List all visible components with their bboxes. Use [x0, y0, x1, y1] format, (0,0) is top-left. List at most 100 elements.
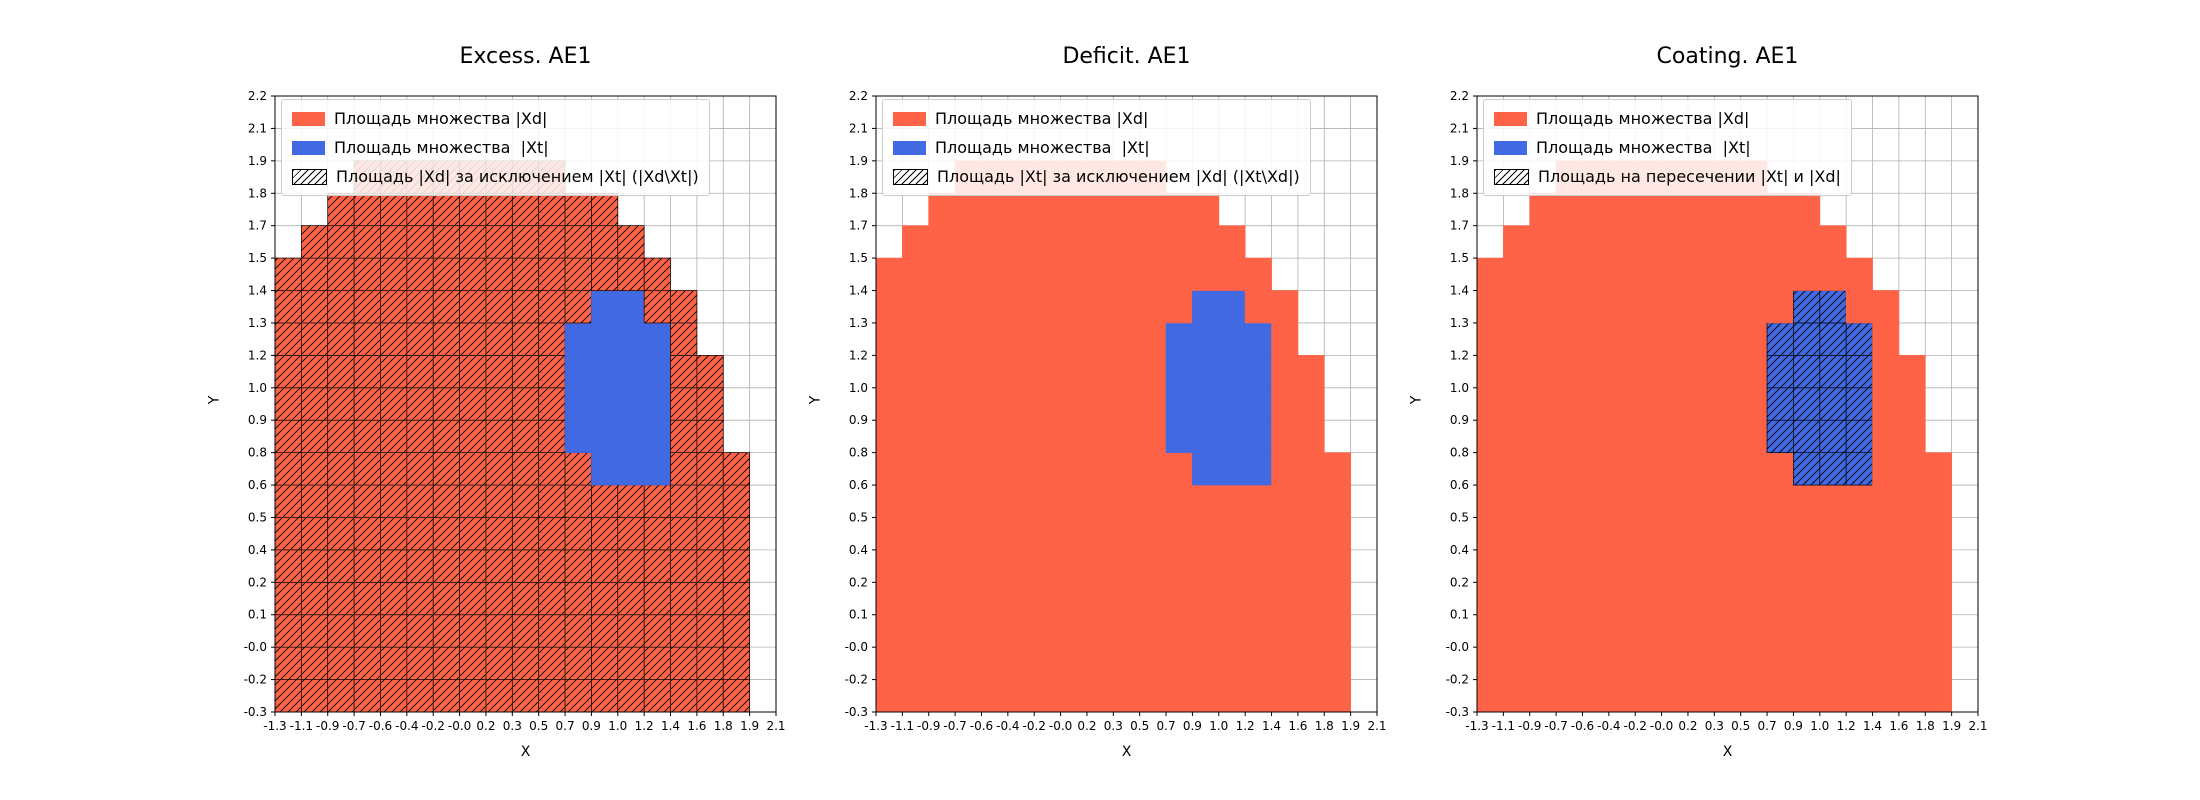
svg-text:0.5: 0.5: [1450, 510, 1469, 524]
svg-text:0.2: 0.2: [1678, 719, 1697, 733]
xt-area-swatch: [893, 140, 926, 155]
svg-text:-0.0: -0.0: [1049, 719, 1072, 733]
svg-text:-0.0: -0.0: [1446, 640, 1469, 654]
svg-text:0.2: 0.2: [1450, 575, 1469, 589]
svg-text:-0.7: -0.7: [943, 719, 966, 733]
svg-text:1.7: 1.7: [1450, 219, 1469, 233]
chart-title-excess: Excess. AE1: [459, 44, 592, 69]
svg-text:1.2: 1.2: [849, 348, 868, 362]
svg-text:1.2: 1.2: [1236, 719, 1255, 733]
svg-text:2.1: 2.1: [1450, 121, 1469, 135]
svg-text:-0.9: -0.9: [1518, 719, 1541, 733]
hatch-area-swatch: [1494, 168, 1529, 185]
svg-text:-0.3: -0.3: [244, 705, 267, 719]
svg-text:0.2: 0.2: [248, 575, 267, 589]
y-axis-label: Y: [807, 395, 824, 405]
svg-text:0.3: 0.3: [1104, 719, 1123, 733]
svg-text:0.5: 0.5: [1130, 719, 1149, 733]
svg-text:0.8: 0.8: [248, 446, 267, 460]
svg-text:-0.2: -0.2: [244, 673, 267, 687]
svg-text:1.7: 1.7: [248, 219, 267, 233]
svg-text:-0.2: -0.2: [421, 719, 444, 733]
svg-text:1.6: 1.6: [687, 719, 706, 733]
svg-text:-0.4: -0.4: [996, 719, 1019, 733]
x-axis-label: X: [1121, 744, 1132, 760]
legend-item: Площадь множества |Xd|: [292, 106, 699, 131]
svg-text:0.2: 0.2: [849, 575, 868, 589]
svg-text:1.0: 1.0: [849, 381, 868, 395]
legend-label: Площадь множества |Xd|: [1536, 109, 1750, 128]
legend-label: Площадь на пересечении |Xt| и |Xd|: [1538, 167, 1841, 186]
legend-item: Площадь множества |Xd|: [893, 106, 1300, 131]
svg-text:0.7: 0.7: [1157, 719, 1176, 733]
svg-text:-0.2: -0.2: [845, 673, 868, 687]
svg-text:1.4: 1.4: [849, 284, 868, 298]
svg-text:1.9: 1.9: [1450, 154, 1469, 168]
legend-item: Площадь множества |Xt|: [292, 135, 699, 160]
y-axis-label: Y: [1408, 395, 1425, 405]
svg-text:1.6: 1.6: [1288, 719, 1307, 733]
legend-label: Площадь множества |Xt|: [935, 138, 1150, 157]
svg-text:-1.1: -1.1: [891, 719, 914, 733]
legend-item: Площадь |Xd| за исключением |Xt| (|Xd\Xt…: [292, 164, 699, 189]
svg-text:-0.2: -0.2: [1022, 719, 1045, 733]
svg-text:1.2: 1.2: [635, 719, 654, 733]
x-axis-label: X: [1722, 744, 1733, 760]
svg-text:1.3: 1.3: [248, 316, 267, 330]
svg-text:-1.3: -1.3: [1465, 719, 1488, 733]
svg-text:0.3: 0.3: [503, 719, 522, 733]
svg-text:2.1: 2.1: [849, 121, 868, 135]
svg-text:2.1: 2.1: [1367, 719, 1386, 733]
svg-text:-1.1: -1.1: [1492, 719, 1515, 733]
svg-text:-0.0: -0.0: [244, 640, 267, 654]
svg-text:1.0: 1.0: [248, 381, 267, 395]
svg-text:-0.9: -0.9: [917, 719, 940, 733]
svg-text:0.4: 0.4: [849, 543, 868, 557]
svg-text:0.4: 0.4: [248, 543, 267, 557]
svg-text:1.8: 1.8: [248, 186, 267, 200]
svg-text:1.8: 1.8: [849, 186, 868, 200]
subplot-1-plot: -1.3 -1.1 -0.9 -0.7 -0.6 -0.4 -0.2 -0.0 0.2 0.3 0.…: [845, 89, 1387, 733]
svg-text:1.2: 1.2: [1450, 348, 1469, 362]
legend-deficit: Площадь множества |Xd| Площадь множества…: [882, 99, 1311, 196]
svg-text:2.2: 2.2: [1450, 89, 1469, 103]
svg-text:1.4: 1.4: [1450, 284, 1469, 298]
legend-label: Площадь |Xd| за исключением |Xt| (|Xd\Xt…: [336, 167, 699, 186]
legend-item: Площадь множества |Xd|: [1494, 106, 1841, 131]
svg-text:2.1: 2.1: [1968, 719, 1987, 733]
legend-item: Площадь множества |Xt|: [893, 135, 1300, 160]
svg-text:1.3: 1.3: [1450, 316, 1469, 330]
svg-text:2.1: 2.1: [766, 719, 785, 733]
svg-text:-0.7: -0.7: [1544, 719, 1567, 733]
chart-title-coating: Coating. AE1: [1656, 44, 1799, 69]
svg-text:-0.9: -0.9: [316, 719, 339, 733]
svg-text:1.3: 1.3: [849, 316, 868, 330]
xd-area-swatch: [1494, 111, 1527, 126]
svg-text:1.4: 1.4: [1863, 719, 1882, 733]
svg-text:0.8: 0.8: [849, 446, 868, 460]
svg-text:1.7: 1.7: [849, 219, 868, 233]
svg-text:0.9: 0.9: [1183, 719, 1202, 733]
xd-area-swatch: [893, 111, 926, 126]
svg-text:0.5: 0.5: [248, 510, 267, 524]
svg-text:1.9: 1.9: [248, 154, 267, 168]
svg-text:1.8: 1.8: [1315, 719, 1334, 733]
svg-text:0.9: 0.9: [849, 413, 868, 427]
svg-text:0.2: 0.2: [476, 719, 495, 733]
svg-text:0.7: 0.7: [1758, 719, 1777, 733]
svg-text:1.9: 1.9: [849, 154, 868, 168]
svg-text:1.0: 1.0: [608, 719, 627, 733]
xd-area-swatch: [292, 111, 325, 126]
svg-text:-1.3: -1.3: [263, 719, 286, 733]
svg-text:-0.2: -0.2: [1446, 673, 1469, 687]
legend-item: Площадь |Xt| за исключением |Xd| (|Xt\Xd…: [893, 164, 1300, 189]
subplot-0-plot: -1.3 -1.1 -0.9 -0.7 -0.6 -0.4 -0.2 -0.0 0.2 0.3 0.…: [244, 89, 786, 733]
svg-text:1.9: 1.9: [1942, 719, 1961, 733]
svg-text:-0.6: -0.6: [1571, 719, 1594, 733]
svg-text:0.6: 0.6: [849, 478, 868, 492]
svg-text:-0.7: -0.7: [342, 719, 365, 733]
svg-text:-0.2: -0.2: [1623, 719, 1646, 733]
svg-text:0.7: 0.7: [556, 719, 575, 733]
svg-text:-1.1: -1.1: [290, 719, 313, 733]
